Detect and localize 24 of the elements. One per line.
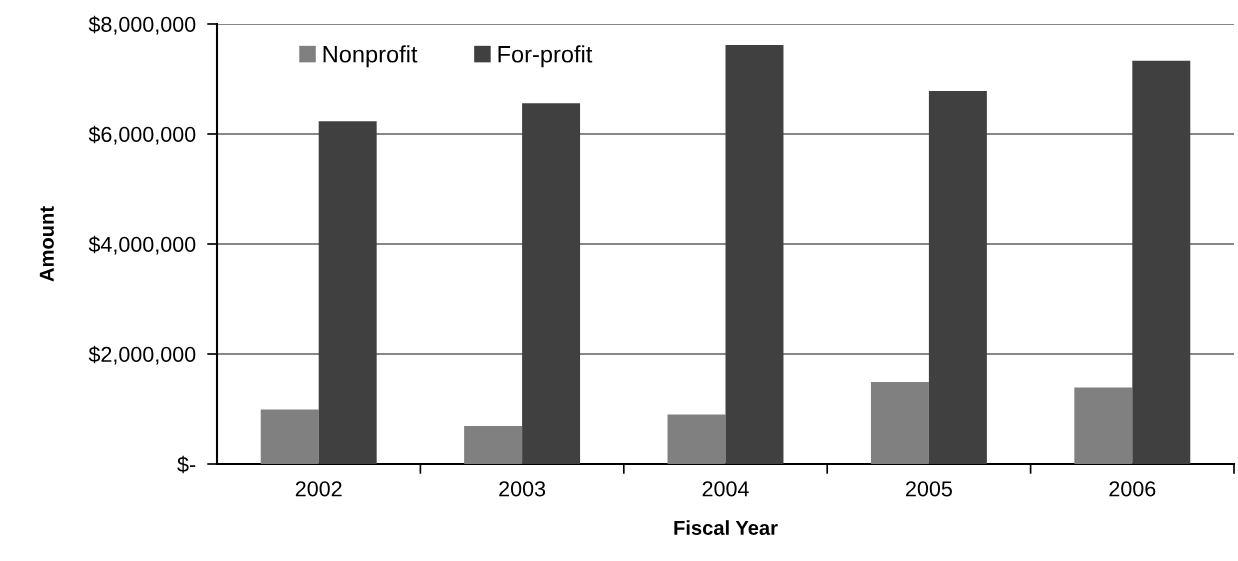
y-axis-title: Amount — [39, 206, 54, 282]
x-tick-label: 2002 — [295, 481, 342, 497]
bar — [260, 409, 319, 464]
bar — [928, 91, 987, 464]
y-tick-label: $4,000,000 — [88, 235, 196, 255]
y-tick-label: $8,000,000 — [88, 15, 196, 35]
bar — [464, 426, 523, 464]
x-axis-title: Fiscal Year — [674, 520, 778, 535]
bar — [318, 121, 377, 464]
x-tick-label: 2005 — [906, 481, 952, 497]
bar — [667, 414, 726, 464]
x-tick-label: 2004 — [702, 481, 749, 497]
y-tick-label: $2,000,000 — [88, 345, 196, 365]
legend-label: Nonprofit — [323, 45, 418, 68]
legend-label: For-profit — [498, 45, 593, 68]
bar — [1132, 60, 1191, 464]
bar — [1074, 387, 1133, 464]
bar — [870, 382, 929, 464]
bar — [725, 44, 784, 464]
bar — [522, 103, 581, 464]
y-tick-label: $6,000,000 — [88, 125, 196, 145]
x-tick-label: 2006 — [1109, 481, 1156, 497]
x-tick-label: 2003 — [499, 481, 546, 497]
y-tick-label: $- — [177, 455, 196, 474]
